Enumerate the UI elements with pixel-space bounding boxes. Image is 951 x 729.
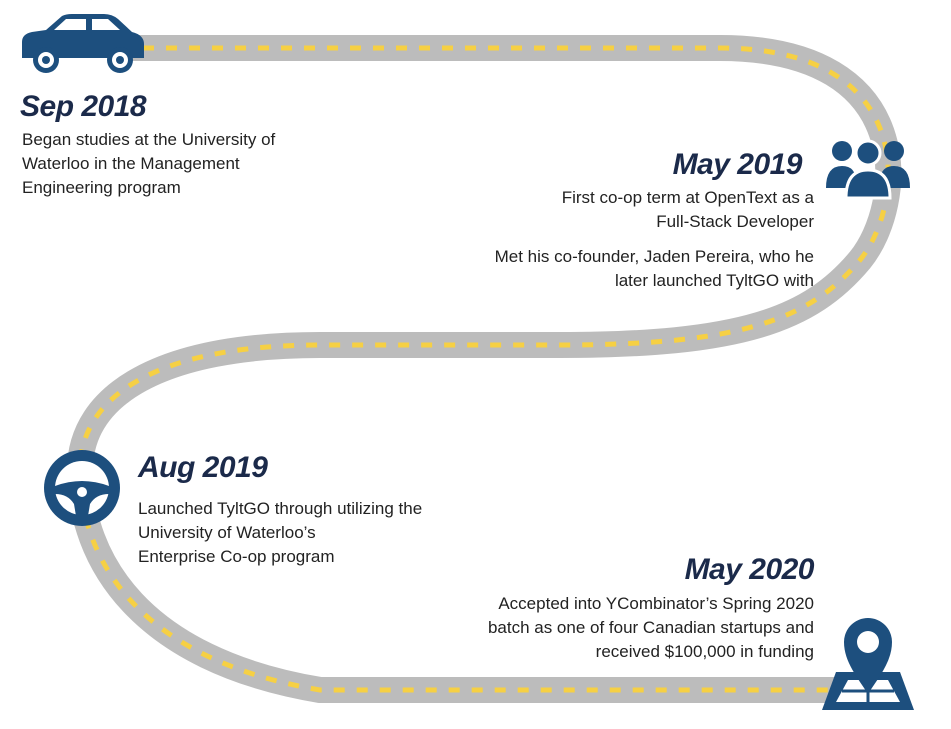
car-icon xyxy=(22,14,144,73)
milestone-date-may-2019: May 2019 xyxy=(672,148,803,181)
description-line: First co-op term at OpenText as a xyxy=(561,188,814,207)
description-line: University of Waterloo’s xyxy=(138,523,316,542)
description-line: Enterprise Co-op program xyxy=(138,547,335,566)
description-line: Launched TyltGO through utilizing the xyxy=(138,499,423,518)
milestone-date-may-2020: May 2020 xyxy=(684,553,815,586)
milestone-description-aug-2019: Launched TyltGO through utilizing the Un… xyxy=(138,497,422,569)
description-line: later launched TyltGO with xyxy=(614,271,814,290)
map-pin-icon xyxy=(822,618,914,710)
description-line: received $100,000 in funding xyxy=(595,642,814,661)
milestone-date-aug-2019: Aug 2019 xyxy=(138,451,268,484)
steering-wheel-icon xyxy=(44,450,120,526)
milestone-description-may-2019: First co-op term at OpenText as a Full-S… xyxy=(562,186,814,234)
description-line: Accepted into YCombinator’s Spring 2020 xyxy=(498,594,814,613)
description-line: Began studies at the University of xyxy=(22,130,276,149)
description-line: Full-Stack Developer xyxy=(656,212,814,231)
description-line: Met his co-founder, Jaden Pereira, who h… xyxy=(494,247,814,266)
people-icon xyxy=(826,139,910,200)
description-line: Engineering program xyxy=(22,178,181,197)
description-line: batch as one of four Canadian startups a… xyxy=(487,618,814,637)
milestone-date-sep-2018: Sep 2018 xyxy=(20,90,147,123)
milestone-description-may-2020: Accepted into YCombinator’s Spring 2020 … xyxy=(488,592,814,664)
milestone-description-may-2019-cofounder: Met his co-founder, Jaden Pereira, who h… xyxy=(495,245,814,293)
description-line: Waterloo in the Management xyxy=(22,154,240,173)
milestone-description-sep-2018: Began studies at the University of Water… xyxy=(22,128,275,200)
